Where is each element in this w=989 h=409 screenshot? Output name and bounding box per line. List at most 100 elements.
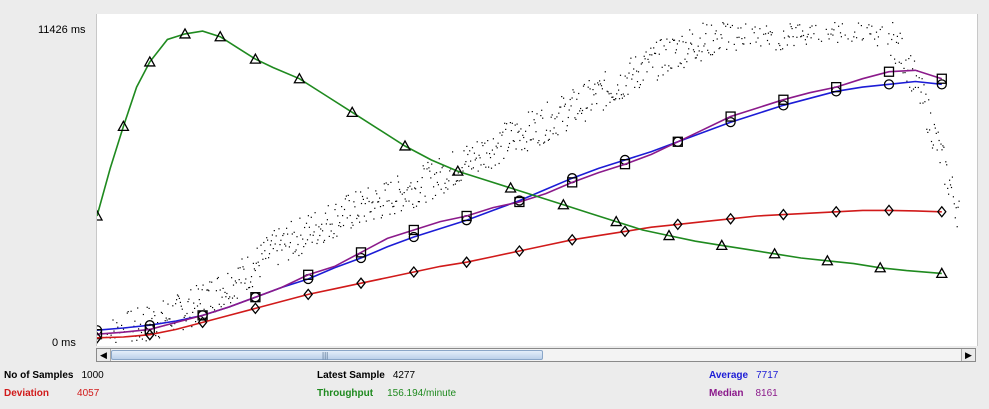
data-point (212, 307, 214, 309)
data-point (130, 310, 132, 312)
data-point (513, 140, 515, 142)
data-point (140, 331, 143, 334)
data-point (158, 335, 160, 338)
data-point (167, 303, 169, 305)
median-marker (303, 269, 314, 280)
data-point (565, 130, 567, 132)
data-point (492, 138, 494, 140)
data-point (778, 43, 780, 45)
average-marker (408, 231, 419, 243)
data-point (811, 25, 813, 27)
data-point (402, 205, 404, 207)
data-point (285, 245, 287, 247)
data-point (503, 157, 505, 159)
data-point (779, 44, 781, 47)
scrollbar-thumb[interactable]: ||| (111, 350, 543, 360)
data-point (658, 53, 660, 55)
data-point (605, 105, 607, 107)
stat-average-value: 7717 (756, 370, 779, 381)
data-point (511, 122, 513, 124)
data-point (638, 86, 640, 89)
data-point (406, 189, 408, 191)
data-point (439, 171, 441, 173)
data-point (496, 147, 498, 149)
deviation-marker (831, 205, 842, 218)
data-point (597, 82, 599, 84)
data-point (110, 334, 112, 336)
throughput-marker (178, 27, 192, 39)
data-point (457, 172, 459, 174)
data-point (392, 206, 394, 208)
data-point (635, 56, 637, 58)
data-point (483, 163, 485, 165)
scroll-left-icon[interactable]: ◀ (97, 349, 111, 361)
data-point (376, 193, 378, 195)
data-point (290, 220, 292, 223)
data-point (284, 243, 286, 245)
data-point (436, 181, 438, 183)
data-point (953, 203, 955, 205)
data-point (474, 159, 476, 161)
horizontal-scrollbar[interactable]: ◀ ||| ▶ (96, 348, 976, 362)
data-point (615, 98, 617, 100)
data-point (866, 27, 868, 29)
data-point (323, 239, 326, 241)
data-point (401, 193, 403, 195)
data-point (340, 226, 342, 228)
data-point (669, 41, 671, 43)
throughput-marker (293, 72, 306, 84)
data-point (395, 200, 397, 202)
data-point (169, 318, 171, 320)
data-point (267, 239, 269, 241)
data-point (887, 43, 889, 45)
data-point (274, 243, 276, 245)
data-point (224, 291, 226, 293)
data-point (920, 91, 922, 93)
deviation-marker (250, 302, 261, 315)
data-point (765, 33, 767, 35)
data-point (841, 23, 843, 25)
data-point (875, 31, 878, 33)
data-point (914, 86, 916, 88)
data-point (614, 99, 616, 101)
data-point (905, 59, 907, 61)
data-point (590, 109, 592, 111)
data-point (368, 200, 370, 203)
data-point (313, 231, 315, 233)
data-point (409, 185, 411, 187)
data-point (650, 47, 652, 49)
data-point (171, 325, 173, 327)
data-point (161, 312, 163, 314)
data-point (410, 182, 412, 184)
data-point (375, 190, 377, 192)
data-point (917, 86, 919, 89)
data-point (489, 157, 492, 159)
data-point (922, 102, 924, 104)
data-point (603, 79, 605, 81)
throughput-marker (662, 229, 676, 241)
median-marker (514, 196, 525, 208)
data-point (710, 54, 712, 56)
data-point (475, 157, 477, 159)
average-marker (936, 79, 947, 90)
data-point (663, 45, 665, 47)
data-point (901, 37, 903, 40)
data-point (595, 93, 597, 95)
data-point (942, 145, 944, 147)
data-point (421, 177, 423, 179)
data-point (449, 170, 451, 172)
data-point (297, 243, 299, 246)
deviation-marker (408, 265, 419, 279)
data-point (928, 99, 930, 101)
data-point (723, 23, 725, 25)
scroll-right-icon[interactable]: ▶ (961, 349, 975, 361)
data-point (387, 183, 389, 186)
data-point (733, 43, 735, 45)
data-point (471, 147, 474, 149)
data-point (780, 49, 782, 51)
data-point (246, 288, 248, 290)
data-point (575, 118, 577, 120)
data-point (854, 31, 856, 33)
median-marker (197, 310, 208, 321)
data-point (902, 72, 904, 74)
